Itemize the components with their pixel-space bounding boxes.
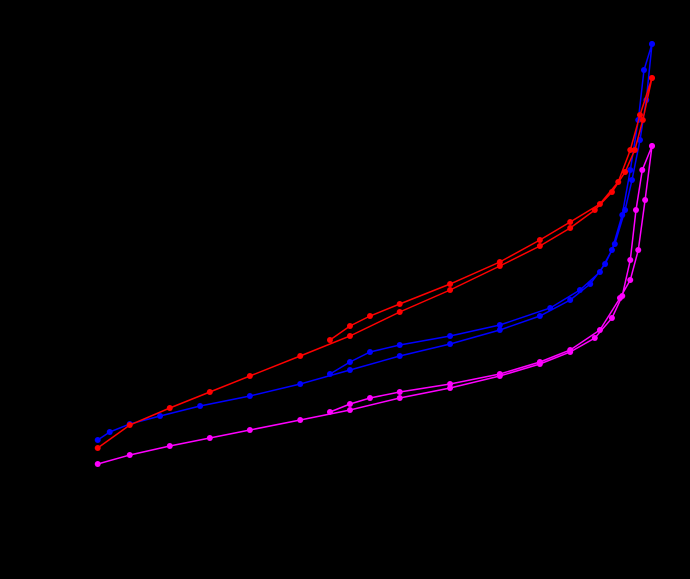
data-point xyxy=(567,297,574,303)
data-point xyxy=(496,322,503,328)
data-point xyxy=(326,409,333,415)
data-point xyxy=(648,41,655,47)
data-point xyxy=(246,427,253,433)
data-point xyxy=(346,323,353,329)
data-point xyxy=(366,313,373,319)
data-point xyxy=(636,112,643,118)
data-point xyxy=(615,179,622,185)
data-point xyxy=(642,197,649,203)
data-point xyxy=(447,381,454,387)
data-point xyxy=(297,381,304,387)
data-point xyxy=(567,225,574,231)
data-point xyxy=(639,117,646,123)
data-point xyxy=(246,393,253,399)
data-point xyxy=(157,413,164,419)
data-point xyxy=(106,429,113,435)
data-point xyxy=(297,417,304,423)
data-point xyxy=(536,237,543,243)
data-point xyxy=(648,75,655,81)
data-point xyxy=(596,327,603,333)
data-point xyxy=(596,201,603,207)
data-point xyxy=(447,341,454,347)
data-point xyxy=(447,281,454,287)
data-point xyxy=(627,277,634,283)
data-point xyxy=(346,401,353,407)
data-point xyxy=(297,353,304,359)
data-point xyxy=(648,143,655,149)
data-point xyxy=(496,371,503,377)
data-point xyxy=(616,295,623,301)
data-point xyxy=(596,269,603,275)
data-point xyxy=(622,169,629,175)
data-point xyxy=(631,147,638,153)
data-point xyxy=(396,389,403,395)
data-point xyxy=(496,259,503,265)
data-point xyxy=(639,167,646,173)
data-point xyxy=(628,177,635,183)
data-point xyxy=(447,333,454,339)
data-point xyxy=(536,359,543,365)
data-point xyxy=(619,212,626,218)
data-point xyxy=(396,353,403,359)
data-point xyxy=(366,349,373,355)
data-point xyxy=(94,461,101,467)
data-point xyxy=(166,405,173,411)
data-point xyxy=(635,247,642,253)
series-line xyxy=(97,77,653,449)
data-point xyxy=(346,333,353,339)
data-point xyxy=(627,257,634,263)
data-point xyxy=(640,67,647,73)
data-point xyxy=(608,247,615,253)
data-point xyxy=(206,389,213,395)
data-point xyxy=(447,287,454,293)
data-point xyxy=(496,327,503,333)
data-point xyxy=(396,301,403,307)
data-point xyxy=(608,315,615,321)
data-point xyxy=(396,309,403,315)
data-point xyxy=(346,359,353,365)
data-point xyxy=(126,452,133,458)
data-point xyxy=(632,207,639,213)
data-point xyxy=(206,435,213,441)
data-point xyxy=(576,287,583,293)
data-point xyxy=(627,147,634,153)
data-point xyxy=(567,347,574,353)
data-point xyxy=(366,395,373,401)
data-point xyxy=(346,407,353,413)
data-point xyxy=(326,371,333,377)
data-point xyxy=(166,443,173,449)
data-point xyxy=(396,342,403,348)
data-point xyxy=(197,403,204,409)
data-point xyxy=(346,367,353,373)
series-line xyxy=(329,145,653,413)
data-point xyxy=(126,422,133,428)
data-point xyxy=(591,335,598,341)
data-point xyxy=(547,305,554,311)
data-point xyxy=(396,395,403,401)
data-point xyxy=(246,373,253,379)
data-point xyxy=(536,243,543,249)
data-point xyxy=(94,437,101,443)
data-point xyxy=(94,445,101,451)
data-point xyxy=(536,313,543,319)
data-point xyxy=(567,219,574,225)
data-point xyxy=(627,167,634,173)
data-point xyxy=(326,337,333,343)
